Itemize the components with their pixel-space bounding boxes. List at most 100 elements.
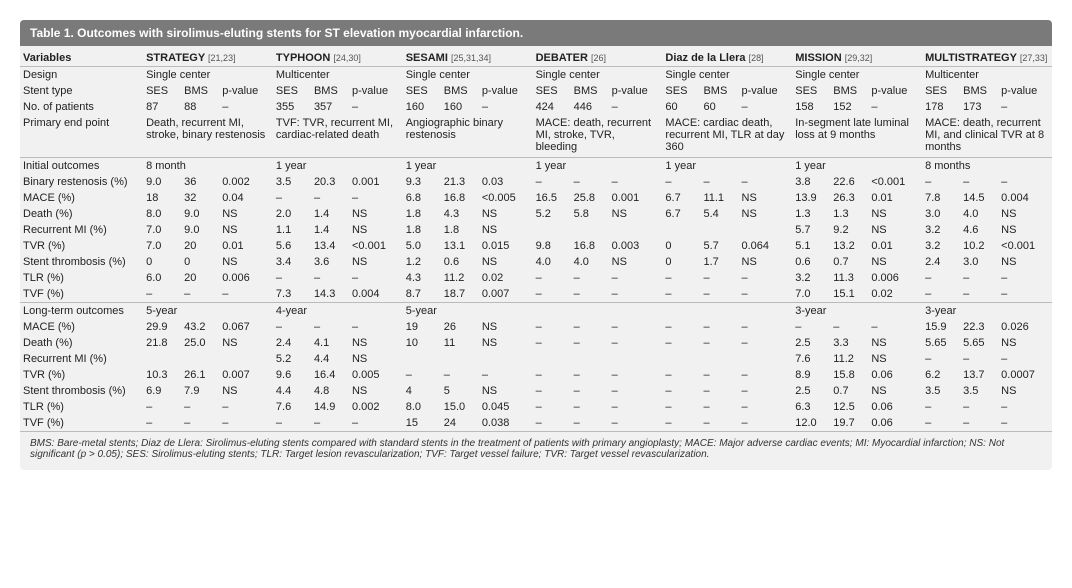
cell: – xyxy=(533,286,571,303)
cell: – xyxy=(441,367,479,383)
cell: 0.007 xyxy=(479,286,533,303)
table-row: Recurrent MI (%)5.24.4NS7.611.2NS––– xyxy=(20,351,1052,367)
cell: 0.01 xyxy=(868,190,922,206)
sub-ses: SES xyxy=(792,83,830,99)
cell: – xyxy=(922,351,960,367)
cell xyxy=(571,222,609,238)
cell: – xyxy=(739,415,793,431)
cell: 1.4 xyxy=(311,206,349,222)
cell: 9.6 xyxy=(273,367,311,383)
cell: – xyxy=(960,286,998,303)
cell xyxy=(403,351,441,367)
study-ref: [28] xyxy=(749,53,764,63)
sub-bms: BMS xyxy=(441,83,479,99)
cell: 15 xyxy=(403,415,441,431)
sub-p: p-value xyxy=(868,83,922,99)
cell: – xyxy=(533,270,571,286)
cell: 0 xyxy=(662,254,700,270)
cell: 88 xyxy=(181,99,219,115)
cell xyxy=(533,222,571,238)
cell: 20.3 xyxy=(311,174,349,190)
cell: 32 xyxy=(181,190,219,206)
cell: 6.9 xyxy=(143,383,181,399)
cell: 1.8 xyxy=(403,206,441,222)
cell: – xyxy=(311,190,349,206)
outcomes-table: Variables STRATEGY [21,23] TYPHOON [24,3… xyxy=(20,46,1052,431)
cell: 18 xyxy=(143,190,181,206)
sub-p: p-value xyxy=(998,83,1052,99)
cell: 0.045 xyxy=(479,399,533,415)
cell: 0 xyxy=(181,254,219,270)
cell: 5.2 xyxy=(533,206,571,222)
cell xyxy=(662,351,700,367)
cell: 7.0 xyxy=(143,238,181,254)
cell: 0.6 xyxy=(792,254,830,270)
cell: NS xyxy=(739,190,793,206)
cell: 3.5 xyxy=(960,383,998,399)
cell: 13.1 xyxy=(441,238,479,254)
row-label: Binary restenosis (%) xyxy=(20,174,143,190)
cell: NS xyxy=(349,335,403,351)
cell: – xyxy=(609,367,663,383)
cell: 424 xyxy=(533,99,571,115)
row-label: TLR (%) xyxy=(20,399,143,415)
cell: – xyxy=(311,270,349,286)
cell: <0.001 xyxy=(868,174,922,190)
sub-p: p-value xyxy=(219,83,273,99)
row-label: Design xyxy=(20,67,143,84)
cell: – xyxy=(533,319,571,335)
table-row: TVR (%)7.0200.015.613.4<0.0015.013.10.01… xyxy=(20,238,1052,254)
cell: – xyxy=(868,99,922,115)
table-row: Recurrent MI (%)7.09.0NS1.11.4NS1.81.8NS… xyxy=(20,222,1052,238)
cell: 0.06 xyxy=(868,399,922,415)
cell: NS xyxy=(219,383,273,399)
table-row: TVF (%)–––7.314.30.0048.718.70.007––––––… xyxy=(20,286,1052,303)
cell: 21.3 xyxy=(441,174,479,190)
table-row: Stent thrombosis (%)6.97.9NS4.44.8NS45NS… xyxy=(20,383,1052,399)
cell: – xyxy=(739,367,793,383)
row-label: Initial outcomes xyxy=(20,158,143,175)
cell: <0.001 xyxy=(998,238,1052,254)
cell: – xyxy=(662,174,700,190)
cell: 6.7 xyxy=(662,190,700,206)
cell: – xyxy=(998,286,1052,303)
cell: 6.0 xyxy=(143,270,181,286)
cell: NS xyxy=(868,254,922,270)
cell: – xyxy=(609,319,663,335)
cell: 158 xyxy=(792,99,830,115)
study-name: TYPHOON xyxy=(276,52,330,64)
cell: 5.7 xyxy=(792,222,830,238)
cell: NS xyxy=(479,335,533,351)
cell: – xyxy=(662,319,700,335)
cell: 16.8 xyxy=(571,238,609,254)
cell: NS xyxy=(219,335,273,351)
cell: – xyxy=(662,367,700,383)
cell: 26.1 xyxy=(181,367,219,383)
cell: NS xyxy=(609,254,663,270)
cell: 7.8 xyxy=(922,190,960,206)
cell: – xyxy=(739,270,793,286)
cell xyxy=(479,351,533,367)
row-label: MACE (%) xyxy=(20,319,143,335)
row-label: Stent thrombosis (%) xyxy=(20,254,143,270)
row-label: TVF (%) xyxy=(20,286,143,303)
longterm-outcomes-row: Long-term outcomes 5-year 4-year 5-year … xyxy=(20,303,1052,320)
cell: 4.1 xyxy=(311,335,349,351)
row-label: Stent type xyxy=(20,83,143,99)
cell: 16.8 xyxy=(441,190,479,206)
cell: – xyxy=(922,399,960,415)
cell xyxy=(143,351,181,367)
cell: 2.0 xyxy=(273,206,311,222)
cell: – xyxy=(700,286,738,303)
table-row: TLR (%)6.0200.006–––4.311.20.02––––––3.2… xyxy=(20,270,1052,286)
cell: – xyxy=(868,319,922,335)
cell: 8.9 xyxy=(792,367,830,383)
cell: NS xyxy=(998,206,1052,222)
cell: 1 year xyxy=(273,158,403,175)
cell: 0.001 xyxy=(609,190,663,206)
sub-p: p-value xyxy=(349,83,403,99)
cell xyxy=(533,351,571,367)
cell: 0 xyxy=(662,238,700,254)
cell: 10.2 xyxy=(960,238,998,254)
cell: 3.5 xyxy=(922,383,960,399)
